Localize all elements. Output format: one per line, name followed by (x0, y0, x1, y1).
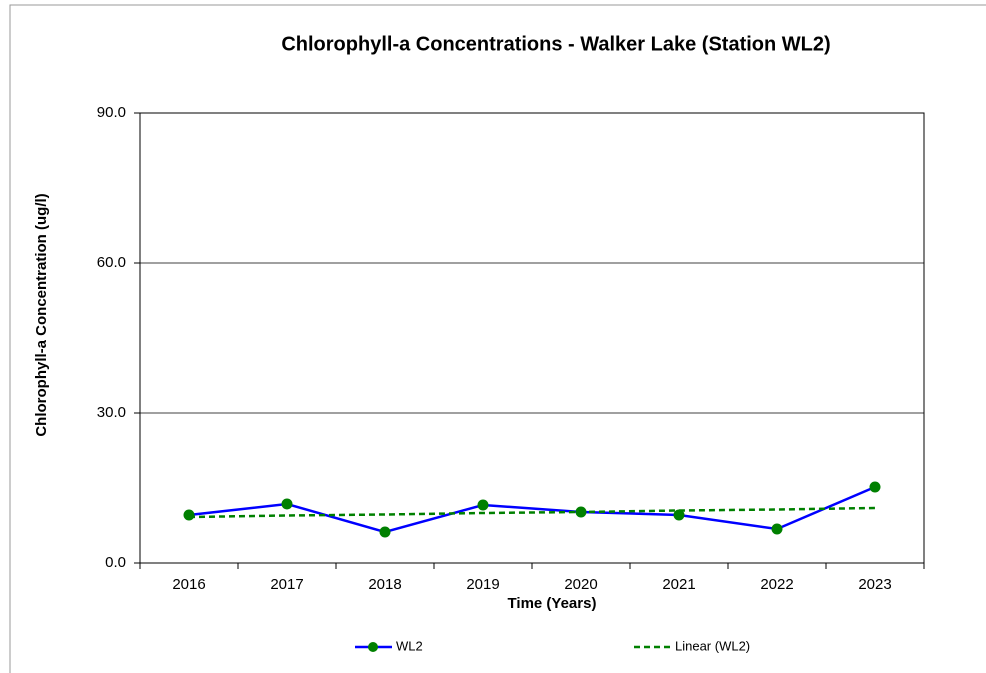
x-tick-label: 2021 (662, 576, 695, 593)
marker (183, 509, 195, 521)
x-tick-label: 2016 (172, 576, 205, 593)
x-tick-label: 2023 (858, 576, 891, 593)
marker (771, 523, 783, 535)
marker (869, 481, 881, 493)
x-tick-label: 2019 (466, 576, 499, 593)
marker (673, 509, 685, 521)
x-tick-label: 2020 (564, 576, 597, 593)
trend-line (188, 506, 876, 519)
marker (477, 499, 489, 511)
x-tick-label: 2017 (270, 576, 303, 593)
legend-label: Linear (WL2) (675, 638, 750, 653)
x-axis-label: Time (Years) (508, 595, 597, 612)
frame (9, 4, 986, 673)
marker (281, 498, 293, 510)
y-tick-label: 30.0 (97, 404, 126, 421)
x-tick-label: 2018 (368, 576, 401, 593)
series-line (188, 485, 876, 534)
y-tick-label: 60.0 (97, 254, 126, 271)
y-tick-label: 0.0 (105, 554, 126, 571)
marker (379, 526, 391, 538)
y-axis-label: Chlorophyll-a Concentration (ug/l) (33, 193, 50, 436)
chart-title: Chlorophyll-a Concentrations - Walker La… (281, 33, 830, 55)
y-tick-label: 90.0 (97, 104, 126, 121)
plot-area (139, 112, 925, 564)
legend-marker (368, 642, 378, 652)
x-tick-label: 2022 (760, 576, 793, 593)
legend-label: WL2 (396, 638, 423, 653)
